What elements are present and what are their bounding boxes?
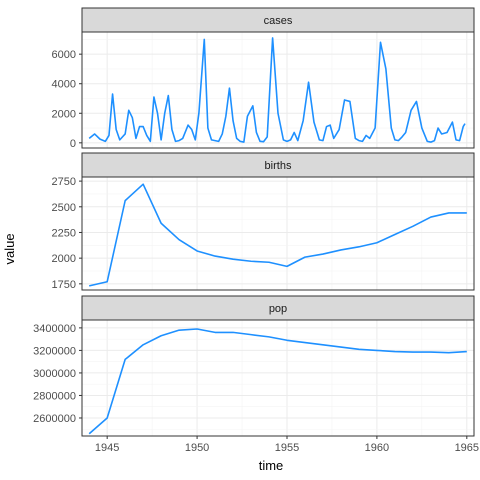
facet-strip-births bbox=[81, 152, 475, 178]
y-tick-label-births: 1750 bbox=[52, 279, 76, 291]
series-line-births bbox=[89, 183, 467, 287]
y-axis-title: value bbox=[2, 233, 17, 264]
y-tick-label-births: 2750 bbox=[52, 176, 76, 188]
panel-border-births bbox=[81, 176, 475, 291]
y-tick-label-cases: 0 bbox=[70, 138, 76, 150]
facet-cases: cases 0 2000 4000 6000 bbox=[52, 7, 475, 150]
series-line-pop bbox=[88, 328, 467, 435]
facet-births: births 1750 2000 2250 2500 2750 bbox=[52, 152, 475, 291]
panel-border-pop bbox=[81, 319, 475, 437]
y-tick-label-births: 2000 bbox=[52, 253, 76, 265]
facet-strip-pop bbox=[81, 295, 475, 321]
y-tick-label-cases: 6000 bbox=[52, 49, 76, 61]
facet-strip-label-cases: cases bbox=[264, 15, 293, 27]
facet-strip-cases bbox=[81, 7, 475, 33]
x-tick-label: 1960 bbox=[365, 442, 389, 454]
y-tick-label-pop: 3200000 bbox=[33, 345, 76, 357]
x-tick-label: 1950 bbox=[185, 442, 209, 454]
y-tick-label-pop: 2600000 bbox=[33, 413, 76, 425]
facet-strip-label-pop: pop bbox=[269, 303, 287, 315]
facet-panels: cases 0 2000 4000 6000 births 1750 2000 2250 2500… bbox=[33, 7, 475, 437]
panel-border-cases bbox=[81, 31, 475, 149]
x-axis: 1945 1950 1955 1960 1965 bbox=[95, 436, 479, 454]
y-tick-label-pop: 2800000 bbox=[33, 390, 76, 402]
panel-background-cases bbox=[81, 31, 475, 149]
y-tick-label-pop: 3400000 bbox=[33, 323, 76, 335]
x-tick-label: 1945 bbox=[95, 442, 119, 454]
panel-background-pop bbox=[81, 319, 475, 437]
x-tick-label: 1965 bbox=[455, 442, 479, 454]
facet-strip-label-births: births bbox=[265, 160, 292, 172]
y-tick-label-births: 2500 bbox=[52, 202, 76, 214]
series-line-cases bbox=[88, 37, 466, 143]
y-tick-label-births: 2250 bbox=[52, 227, 76, 239]
x-axis-title: time bbox=[259, 458, 284, 473]
facet-pop: pop 2600000 2800000 3000000 3200000 3400000 bbox=[33, 295, 475, 437]
y-tick-label-cases: 2000 bbox=[52, 108, 76, 120]
x-tick-label: 1955 bbox=[275, 442, 299, 454]
y-tick-label-cases: 4000 bbox=[52, 79, 76, 91]
y-tick-label-pop: 3000000 bbox=[33, 368, 76, 380]
